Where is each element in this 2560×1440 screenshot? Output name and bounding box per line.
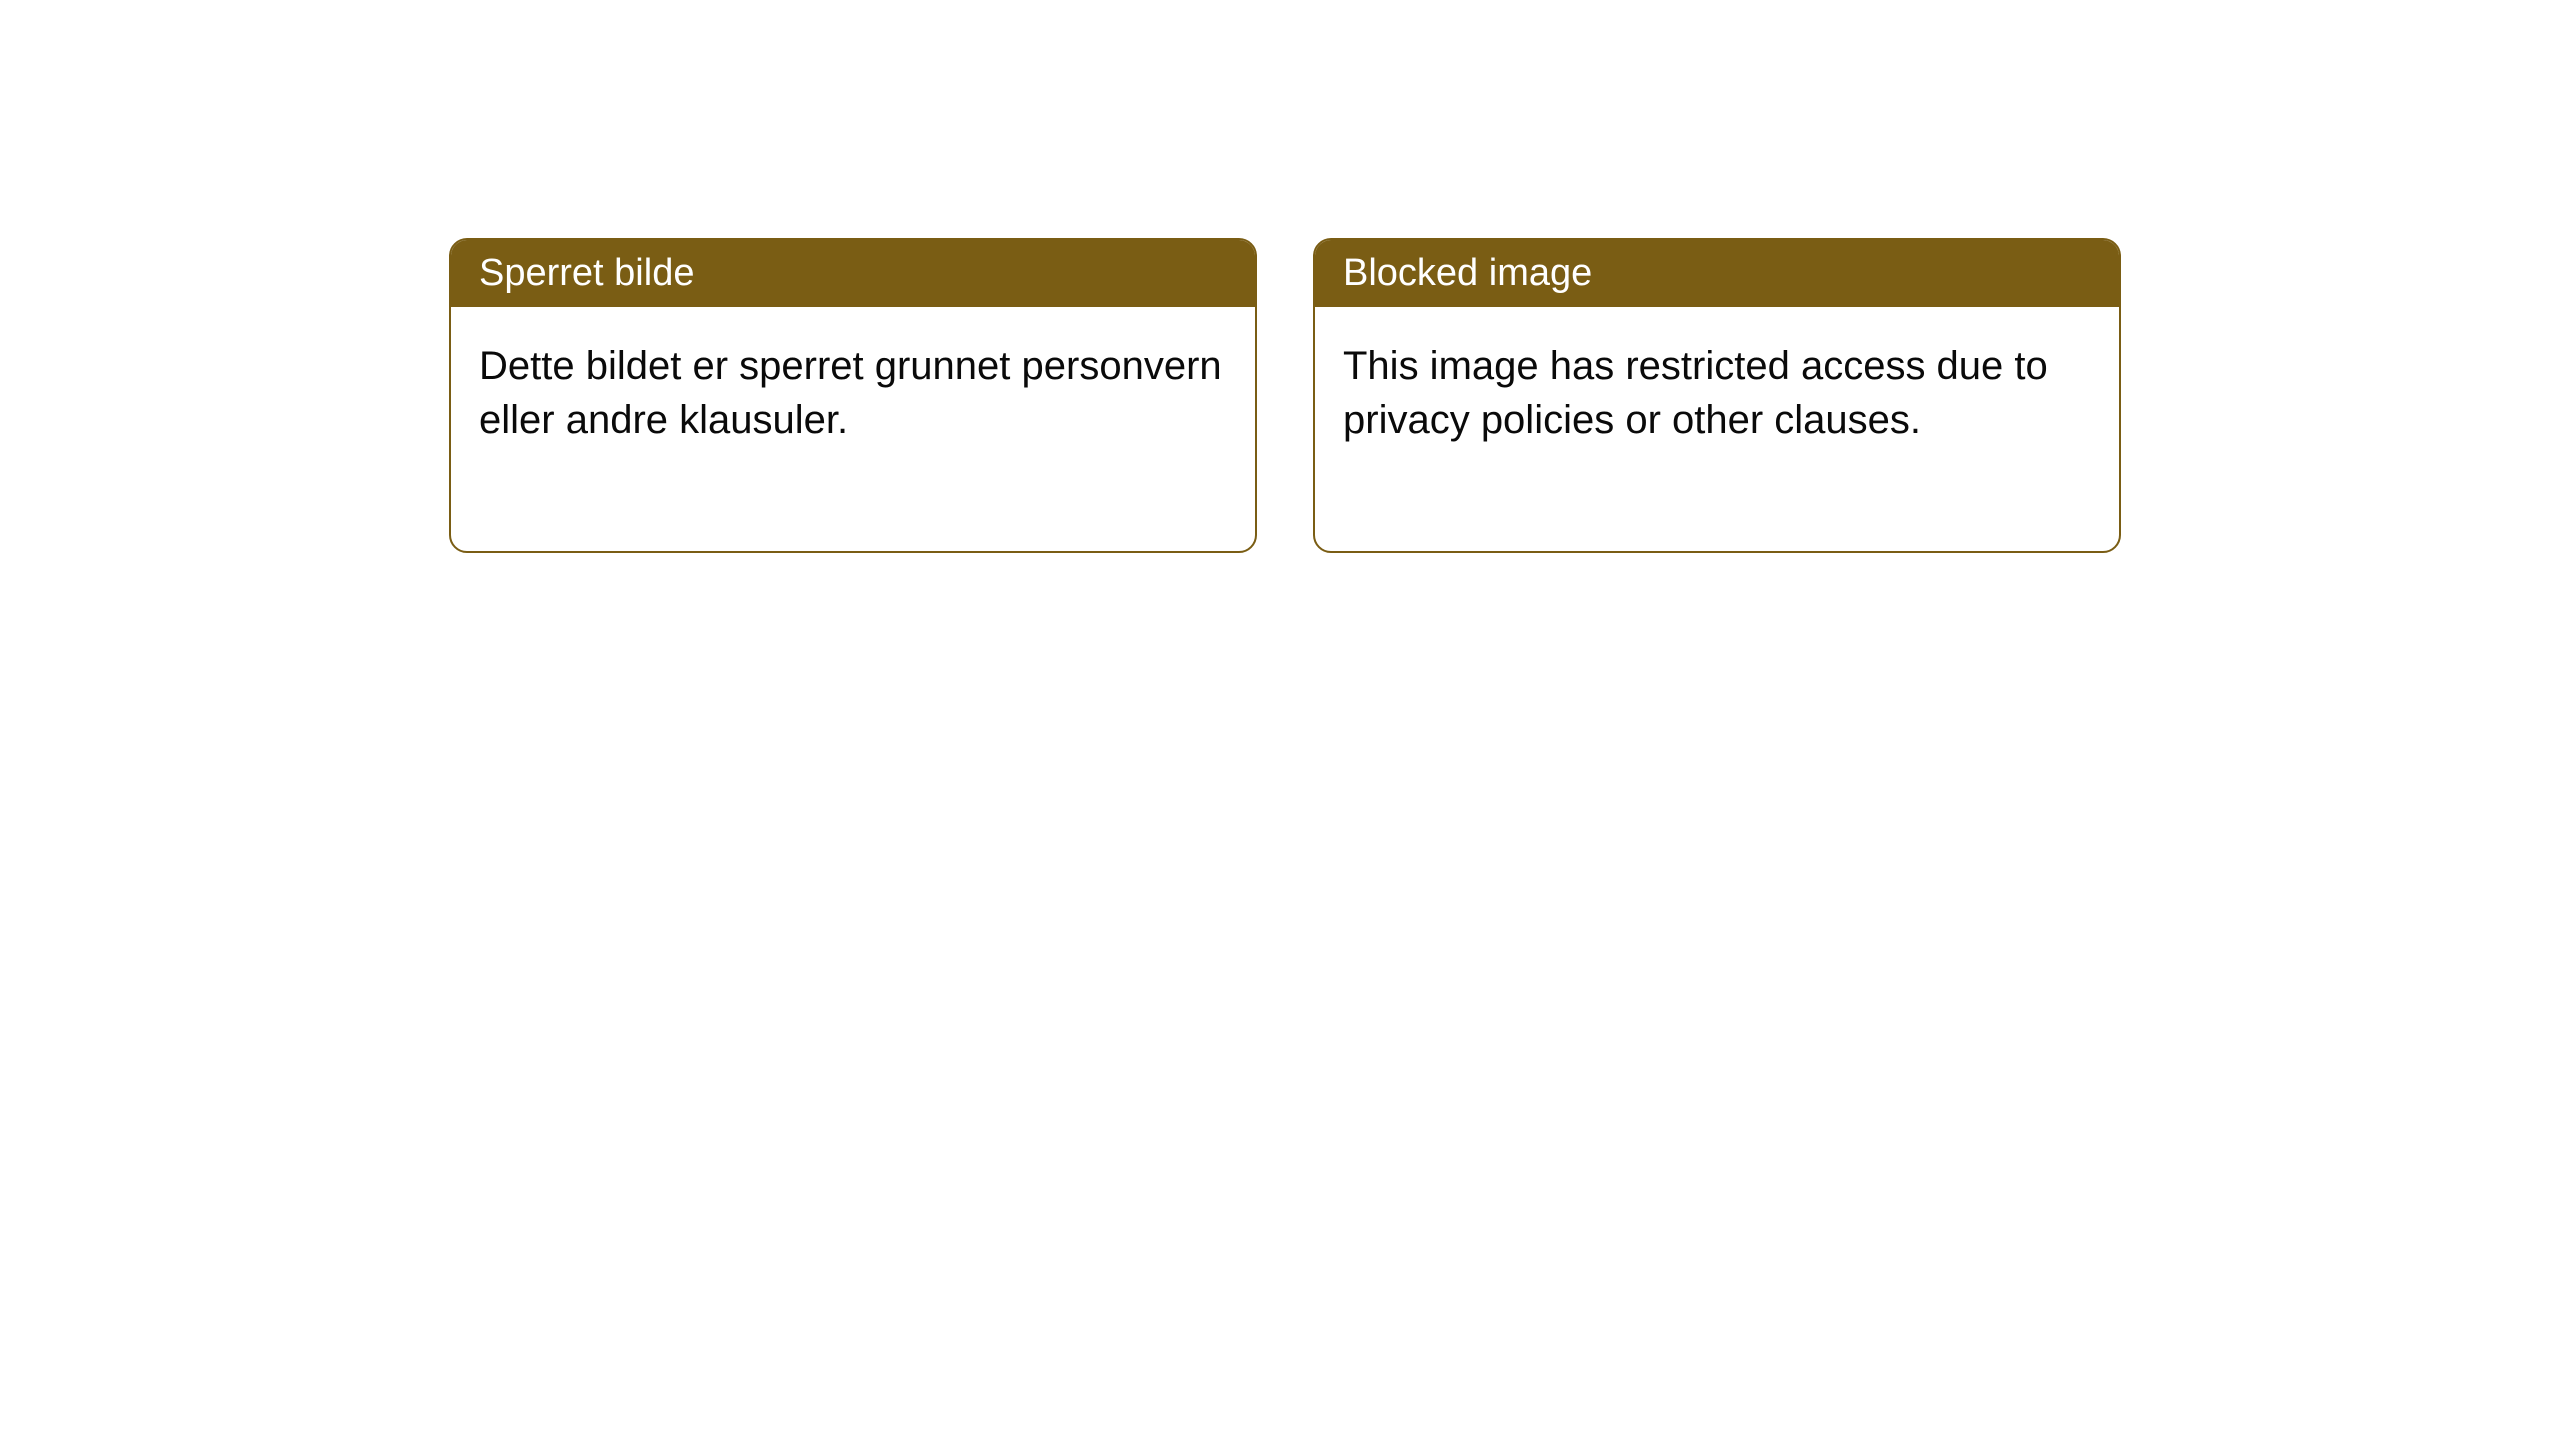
card-body-en: This image has restricted access due to …	[1315, 307, 2119, 551]
blocked-image-card-en: Blocked image This image has restricted …	[1313, 238, 2121, 553]
cards-container: Sperret bilde Dette bildet er sperret gr…	[449, 238, 2121, 553]
card-header-en: Blocked image	[1315, 240, 2119, 307]
card-header-no: Sperret bilde	[451, 240, 1255, 307]
card-body-no: Dette bildet er sperret grunnet personve…	[451, 307, 1255, 551]
blocked-image-card-no: Sperret bilde Dette bildet er sperret gr…	[449, 238, 1257, 553]
